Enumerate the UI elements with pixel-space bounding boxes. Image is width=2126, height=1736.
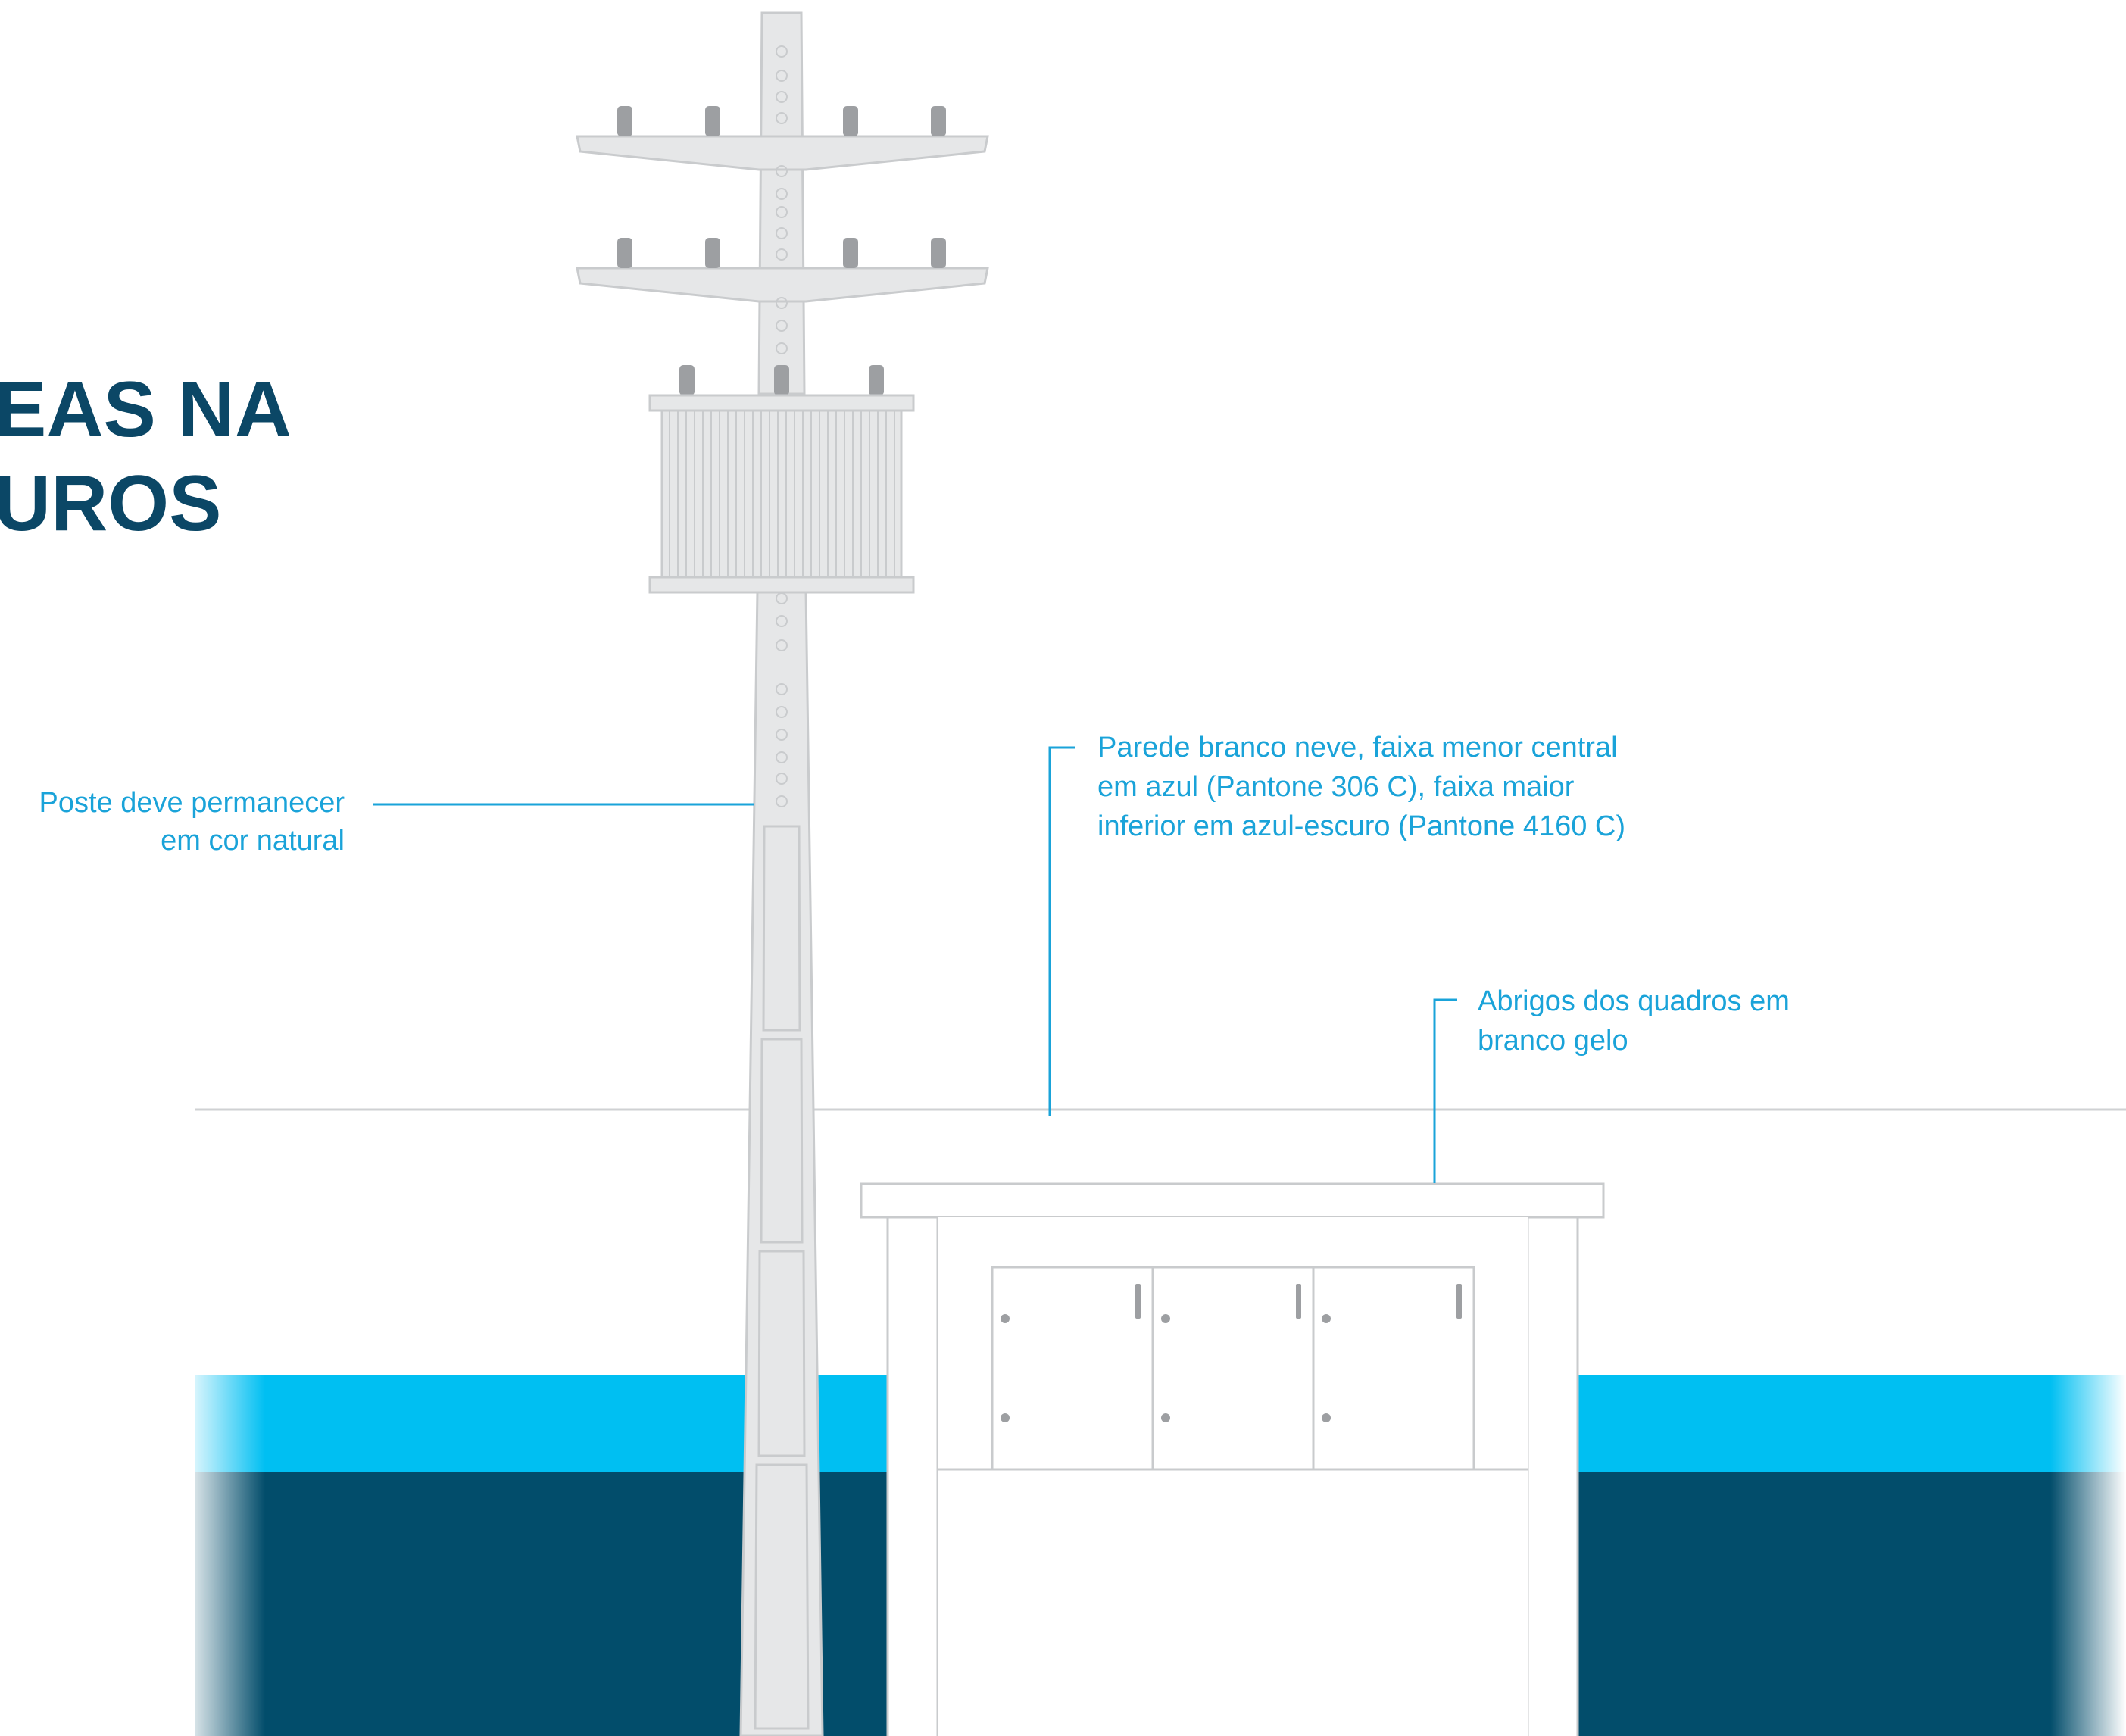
bolt-hole xyxy=(776,706,788,718)
shelter-left-column xyxy=(886,1216,939,1736)
bolt-hole xyxy=(776,227,788,239)
bolt-hole xyxy=(776,773,788,785)
bolt-hole xyxy=(776,297,788,309)
cross-arm-lower xyxy=(576,267,989,303)
insulators xyxy=(617,106,946,395)
transformer-top-flange xyxy=(648,394,915,412)
insulator xyxy=(843,106,858,136)
transformer-body xyxy=(660,409,903,579)
meter-box-hinge xyxy=(1161,1314,1170,1323)
annotation-pole-line-1: Poste deve permanecer xyxy=(39,787,345,819)
meter-box-handle xyxy=(1135,1284,1141,1319)
insulator xyxy=(617,106,632,136)
meter-box-handle xyxy=(1296,1284,1301,1319)
bolt-hole xyxy=(776,592,788,604)
insulator xyxy=(931,238,946,268)
insulator xyxy=(774,365,789,395)
bolt-hole xyxy=(776,342,788,354)
transformer-bottom-flange xyxy=(648,576,915,594)
pole-panel xyxy=(754,1463,810,1730)
meter-box-hinge xyxy=(1322,1314,1331,1323)
shelter-roof xyxy=(860,1182,1605,1219)
bolt-hole xyxy=(776,751,788,763)
cross-arm-upper xyxy=(576,135,989,171)
meter-box-handle xyxy=(1456,1284,1462,1319)
bolt-hole xyxy=(776,248,788,261)
bolt-hole xyxy=(776,639,788,651)
meter-box-1 xyxy=(991,1266,1154,1471)
wall-fade-right xyxy=(2050,1348,2126,1736)
bolt-hole xyxy=(776,795,788,807)
insulator xyxy=(843,238,858,268)
pole-bolt-holes xyxy=(776,45,788,807)
pole-panel xyxy=(757,1250,806,1457)
transformer xyxy=(648,394,915,594)
bolt-hole xyxy=(776,70,788,82)
bolt-hole xyxy=(776,165,788,177)
bolt-hole xyxy=(776,320,788,332)
panel-shelter xyxy=(860,1182,1605,1736)
bolt-hole xyxy=(776,91,788,103)
annotation-pole: Poste deve permanecer em cor natural xyxy=(39,787,754,857)
bolt-hole xyxy=(776,188,788,200)
utility-pole xyxy=(576,11,989,1736)
bolt-hole xyxy=(776,112,788,124)
bolt-hole xyxy=(776,729,788,741)
meter-box-hinge xyxy=(1322,1413,1331,1422)
annotation-shelter-line-2: branco gelo xyxy=(1478,1025,1628,1057)
meter-box-3 xyxy=(1312,1266,1475,1471)
pole-panel xyxy=(762,825,801,1032)
bolt-hole xyxy=(776,45,788,58)
insulator xyxy=(705,238,720,268)
wall-fade-left xyxy=(182,1348,265,1736)
annotation-pole-line-2: em cor natural xyxy=(161,825,345,857)
bolt-hole xyxy=(776,615,788,627)
insulator xyxy=(705,106,720,136)
heading-line-2: UROS xyxy=(0,460,221,548)
transformer-fins xyxy=(669,411,895,577)
annotation-shelter-line-1: Abrigos dos quadros em xyxy=(1478,985,1790,1017)
heading-line-1: EAS NA xyxy=(0,366,292,454)
annotation-wall-line-1: Parede branco neve, faixa menor central xyxy=(1097,732,1618,763)
annotation-wall-line-3: inferior em azul-escuro (Pantone 4160 C) xyxy=(1097,810,1625,842)
shelter-right-column xyxy=(1526,1216,1579,1736)
annotation-wall: Parede branco neve, faixa menor central … xyxy=(1048,732,1625,1116)
annotation-wall-leader xyxy=(1048,746,1075,1116)
meter-box-hinge xyxy=(1161,1413,1170,1422)
meter-box-2 xyxy=(1151,1266,1315,1471)
insulator xyxy=(931,106,946,136)
annotation-shelter-leader xyxy=(1433,998,1457,1183)
bolt-hole xyxy=(776,683,788,695)
pole-panel xyxy=(760,1038,804,1244)
annotation-shelter: Abrigos dos quadros em branco gelo xyxy=(1433,985,1790,1183)
insulator xyxy=(679,365,695,395)
insulator xyxy=(869,365,884,395)
meter-box-hinge xyxy=(1001,1314,1010,1323)
bolt-hole xyxy=(776,206,788,218)
annotation-wall-line-2: em azul (Pantone 306 C), faixa maior xyxy=(1097,771,1575,803)
insulator xyxy=(617,238,632,268)
meter-box-hinge xyxy=(1001,1413,1010,1422)
